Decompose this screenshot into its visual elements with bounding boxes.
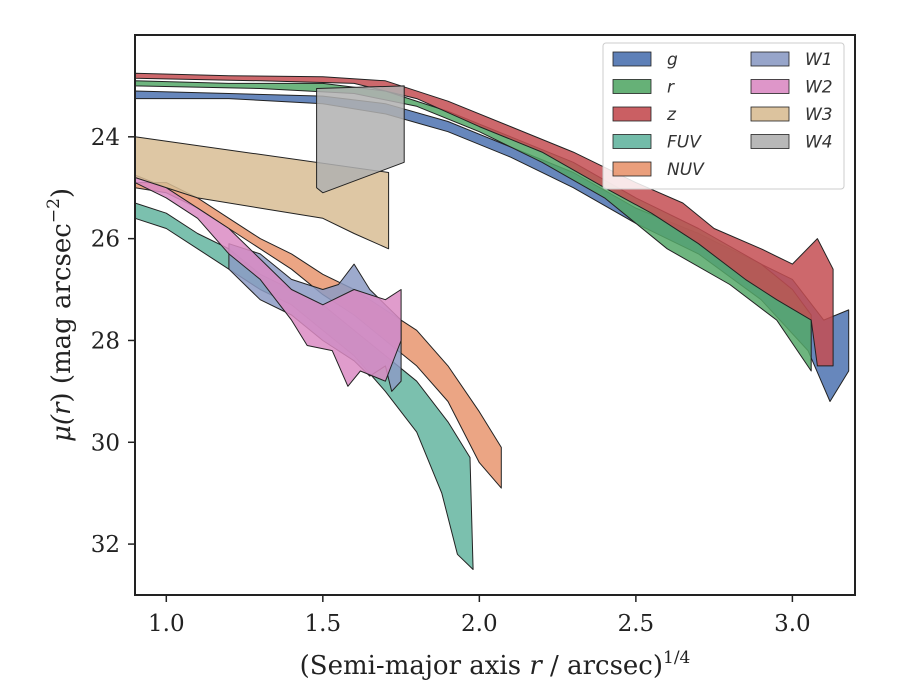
legend-label-g: g — [667, 50, 678, 70]
x-tick-label: 1.0 — [148, 611, 185, 637]
legend-swatch-w1 — [750, 51, 790, 67]
legend-label-w3: W3 — [805, 105, 833, 125]
y-tick-label: 30 — [91, 430, 120, 456]
y-tick-label: 32 — [91, 532, 120, 558]
legend-swatch-w3 — [750, 106, 790, 122]
legend-label-w4: W4 — [805, 133, 833, 153]
legend-label-w1: W1 — [805, 50, 833, 70]
legend-label-z: z — [666, 105, 677, 125]
y-axis-label: μ(r) (mag arcsec−2) — [44, 188, 77, 442]
x-tick-label: 2.0 — [461, 611, 498, 637]
legend-swatch-fuv — [612, 134, 652, 149]
series-band-w2 — [134, 174, 402, 387]
plot-frame — [134, 34, 856, 596]
legend-swatch-g — [612, 51, 652, 67]
series-layer — [134, 72, 850, 570]
tick-layer: 1.0 1.5 2.0 2.5 3.0 24 26 28 30 32 — [91, 125, 811, 637]
legend-label-w2: W2 — [805, 78, 833, 98]
x-tick-label: 2.5 — [618, 611, 655, 637]
legend-swatch-z — [612, 106, 652, 122]
series-band-fuv — [134, 202, 474, 570]
series-band-nuv — [134, 182, 502, 489]
y-tick-label: 28 — [91, 328, 120, 354]
x-tick-label: 3.0 — [774, 611, 811, 637]
y-tick-label: 24 — [91, 125, 120, 151]
legend-label-nuv: NUV — [667, 160, 705, 180]
legend-swatch-w2 — [750, 79, 790, 94]
series-band-z — [134, 72, 834, 367]
legend-swatch-nuv — [612, 161, 652, 177]
x-tick-label: 1.5 — [305, 611, 342, 637]
legend-swatch-w4 — [750, 134, 790, 149]
legend-label-r: r — [667, 78, 675, 98]
legend: grz FUV NUV W1 W2 W3 W4 — [602, 42, 845, 190]
legend-swatch-r — [612, 79, 652, 94]
x-axis-label: (Semi-major axis r / arcsec)1/4 — [300, 648, 691, 681]
legend-items: grz FUV NUV W1 W2 W3 W4 — [612, 50, 833, 180]
series-band-w4 — [316, 85, 405, 194]
legend-label-fuv: FUV — [667, 133, 702, 153]
y-tick-label: 26 — [91, 227, 120, 253]
